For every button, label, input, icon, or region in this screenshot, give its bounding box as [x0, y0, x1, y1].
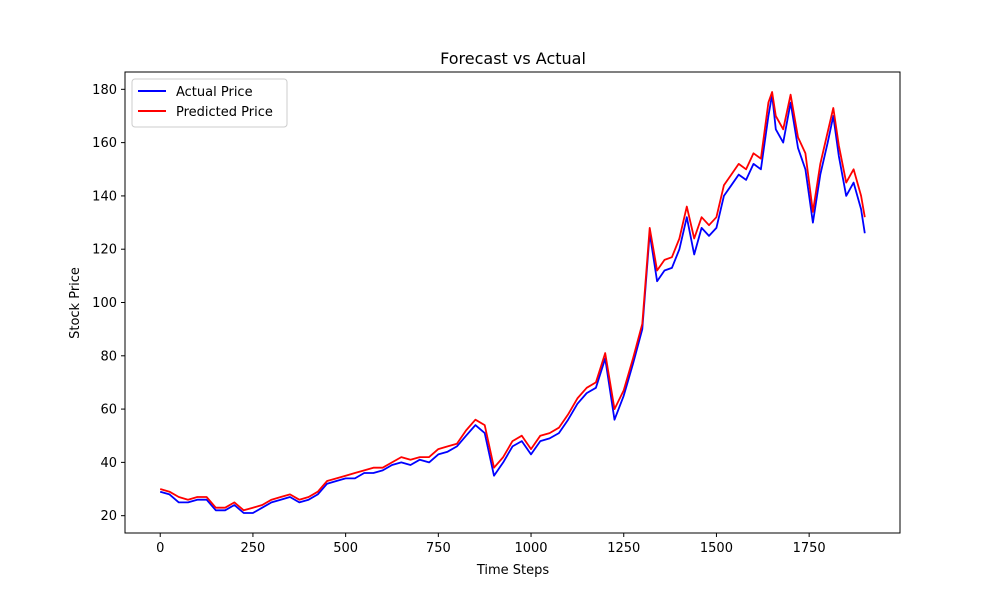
x-tick-label: 1500 [700, 541, 733, 556]
y-tick-label: 140 [92, 189, 117, 204]
y-tick-label: 180 [92, 83, 117, 98]
y-axis: 20 40 60 80 100 120 140 160 180 [92, 83, 125, 524]
series-line-predicted [159, 91, 866, 512]
y-tick-label: 40 [100, 456, 117, 471]
y-tick-label: 100 [92, 296, 117, 311]
chart-title: Forecast vs Actual [440, 49, 586, 68]
legend-label-actual: Actual Price [176, 85, 253, 100]
x-tick-label: 500 [333, 541, 358, 556]
x-tick-label: 0 [156, 541, 164, 556]
x-tick-label: 250 [241, 541, 266, 556]
y-tick-label: 160 [92, 136, 117, 151]
legend-box [131, 78, 288, 128]
x-tick-label: 1250 [607, 541, 640, 556]
y-tick-label: 60 [100, 403, 117, 418]
y-tick-label: 80 [100, 349, 117, 364]
y-axis-label: Stock Price [68, 267, 83, 339]
x-axis: 0 250 500 750 1000 1250 1500 1750 [156, 533, 826, 556]
x-axis-label: Time Steps [476, 563, 550, 578]
x-tick-label: 1000 [514, 541, 547, 556]
y-tick-label: 120 [92, 243, 117, 258]
x-tick-label: 1750 [793, 541, 826, 556]
y-tick-label: 20 [100, 509, 117, 524]
legend: Actual Price Predicted Price [131, 78, 288, 128]
plot-area [159, 91, 866, 514]
legend-label-predicted: Predicted Price [176, 105, 273, 120]
x-tick-label: 750 [426, 541, 451, 556]
